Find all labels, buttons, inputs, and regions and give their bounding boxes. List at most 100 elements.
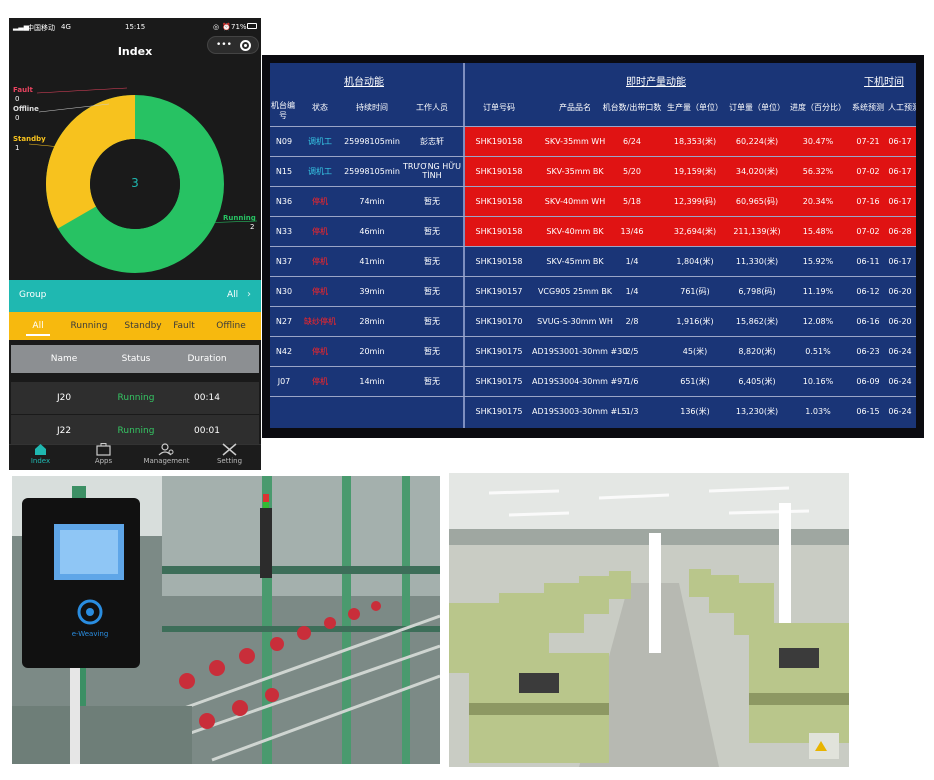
target-icon[interactable] <box>240 40 251 51</box>
cell-output: 45(米) <box>682 347 708 356</box>
tab-all[interactable]: All <box>19 312 57 340</box>
home-icon <box>35 444 46 455</box>
cell-order: SHK190175 <box>475 347 523 356</box>
cell-product: SKV-40mm WH <box>544 197 606 206</box>
cell-progress: 12.08% <box>802 317 834 326</box>
status-filter-tabs: All Running Standby Fault Offline <box>9 312 261 340</box>
donut-standby-slice[interactable] <box>43 92 226 275</box>
cell-progress: 30.47% <box>802 137 834 146</box>
tabbar-management[interactable]: Management <box>135 442 198 470</box>
cell-progress: 1.03% <box>805 407 831 416</box>
device-logo-text: e-Weaving <box>72 630 109 638</box>
cell-staff: 暂无 <box>424 257 440 266</box>
cell-order: SHK190157 <box>475 287 523 296</box>
col-name-header: Name <box>50 354 78 364</box>
section-realtime-output: 即时产量动能 <box>626 77 686 88</box>
cell-status: 缺纱停机 <box>304 317 336 326</box>
cell-order-qty: 60,224(米) <box>735 137 779 146</box>
cell-order-qty: 211,139(米) <box>733 227 781 236</box>
cell-system-forecast: 07-02 <box>856 227 880 236</box>
section-finish-time: 下机时间 <box>864 77 904 88</box>
status-donut-chart: 3 Fault 0 Offline 0 Standby 1 Running 2 <box>9 66 261 280</box>
legend-offline-value: 0 <box>15 114 20 122</box>
cell-duration: 25998105min <box>344 167 400 176</box>
offline-leader-line <box>38 103 110 113</box>
col-machine-count: 机台数/出带口数 <box>602 103 662 112</box>
cell-system-forecast: 07-02 <box>856 167 880 176</box>
donut-center-count: 3 <box>131 176 139 190</box>
cell-machine: N15 <box>275 167 293 176</box>
chevron-right-icon: › <box>247 289 251 300</box>
capsule-background: ••• <box>207 36 259 54</box>
cell-count: 2/5 <box>625 347 639 356</box>
cell-system-forecast: 06-12 <box>856 287 880 296</box>
tabbar-index[interactable]: Index <box>9 442 72 470</box>
tab-fault[interactable]: Fault <box>173 321 195 331</box>
col-output: 生产量（单位） <box>667 103 723 112</box>
donut-hole <box>90 139 180 229</box>
more-dots-icon[interactable]: ••• <box>216 40 232 50</box>
table-row[interactable]: J22 Running 00:01 <box>11 415 259 447</box>
standby-leader-line <box>28 143 72 149</box>
cell-machine: N37 <box>275 257 293 266</box>
legend-offline-label: Offline <box>13 105 39 113</box>
group-selector[interactable]: Group All › <box>9 280 261 312</box>
legend-standby-value: 1 <box>15 144 20 152</box>
tabbar-apps[interactable]: Apps <box>72 442 135 470</box>
cell-order-qty: 11,330(米) <box>735 257 779 266</box>
tabbar-setting-label: Setting <box>216 457 243 465</box>
cell-output: 1,916(米) <box>676 317 714 326</box>
dashboard-row: N42 停机 20min 暂无 SHK190175 AD19S3001-30mm #30 2… <box>270 336 916 366</box>
tab-running[interactable]: Running <box>70 321 108 331</box>
cell-order: SHK190158 <box>475 167 523 176</box>
table-row[interactable]: J20 Running 00:14 <box>11 382 259 414</box>
cell-system-forecast: 07-21 <box>856 137 880 146</box>
col-progress: 进度（百分比） <box>790 103 846 112</box>
tab-standby[interactable]: Standby <box>124 321 162 331</box>
tools-icon <box>222 443 237 456</box>
cell-machine: N27 <box>275 317 293 326</box>
cell-product: SVUG-S-30mm WH <box>537 317 613 326</box>
tabbar-apps-label: Apps <box>94 457 113 465</box>
group-value: All <box>227 290 239 300</box>
cell-product: VCG905 25mm BK <box>537 287 613 296</box>
cell-product: AD19S3001-30mm #30 <box>532 347 628 356</box>
cell-count: 1/6 <box>625 377 639 386</box>
cell-staff: 暂无 <box>424 377 440 386</box>
cell-manual-forecast: 06-28 <box>888 227 912 236</box>
page-title: Index <box>117 45 153 58</box>
cell-manual-forecast: 06-20 <box>888 287 912 296</box>
cell-count: 13/46 <box>620 227 644 236</box>
tabbar-setting[interactable]: Setting <box>198 442 261 470</box>
row-status: Running <box>117 393 155 403</box>
section-machine-status: 机台动能 <box>344 77 384 88</box>
cell-output: 136(米) <box>680 407 710 416</box>
cell-duration: 14min <box>359 377 385 386</box>
cell-staff: 暂无 <box>424 227 440 236</box>
fault-leader-line <box>36 87 128 94</box>
dashboard-row: N27 缺纱停机 28min 暂无 SHK190170 SVUG-S-30mm WH 2/8… <box>270 306 916 336</box>
mini-program-capsule[interactable]: ••• <box>207 36 259 54</box>
cell-staff: 暂无 <box>424 317 440 326</box>
cell-status: 停机 <box>312 197 328 206</box>
cell-order-qty: 34,020(米) <box>735 167 779 176</box>
nav-bar: Index <box>9 36 261 66</box>
cell-status: 调机工 <box>308 167 332 176</box>
cell-duration <box>342 397 402 426</box>
cell-system-forecast: 07-16 <box>856 197 880 206</box>
donut-svg <box>28 87 258 275</box>
cell-duration: 46min <box>359 227 385 236</box>
legend-fault-label: Fault <box>13 86 33 94</box>
network-label: 4G <box>61 23 71 31</box>
factory-photo-illustration <box>449 473 849 767</box>
cell-progress: 11.19% <box>802 287 834 296</box>
row-highlight <box>465 187 916 216</box>
col-order-qty: 订单量（单位） <box>729 103 785 112</box>
cell-system-forecast: 06-11 <box>856 257 880 266</box>
carrier-label: 中国移动 <box>27 24 55 32</box>
cell-order-qty: 13,230(米) <box>735 407 779 416</box>
tab-offline[interactable]: Offline <box>216 321 246 331</box>
row-duration: 00:01 <box>194 426 220 436</box>
cell-status <box>300 397 340 426</box>
row-duration: 00:14 <box>194 393 220 403</box>
